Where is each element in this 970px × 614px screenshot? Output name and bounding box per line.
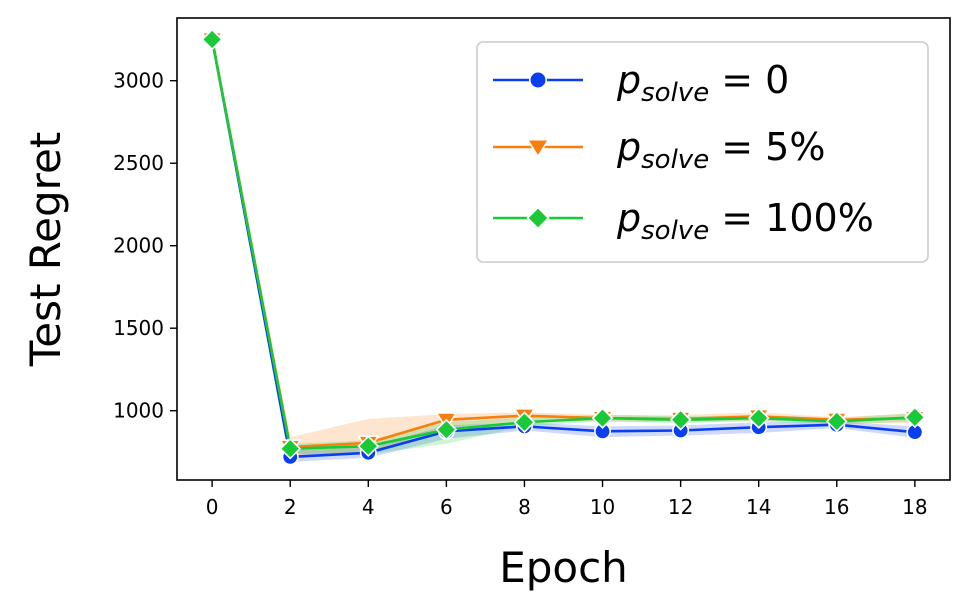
legend-box: [476, 41, 929, 263]
diamond-marker: [526, 206, 550, 230]
series-lines: [210, 39, 915, 459]
y-axis-ticks: 1000 1500 2000 2500 3000: [113, 69, 177, 423]
triangle-marker: [526, 138, 550, 158]
plot-area-frame: [176, 17, 951, 481]
circle-marker: [528, 70, 548, 90]
x-axis-label: Epoch: [499, 543, 628, 592]
y-tick-label: 3000: [113, 69, 164, 93]
x-tick-label: 4: [362, 495, 375, 519]
diamond-marker: [357, 435, 380, 458]
x-tick-label: 6: [440, 495, 453, 519]
legend-label-1: psolve = 5%: [616, 125, 825, 175]
x-tick-label: 8: [518, 495, 531, 519]
diamond-marker: [513, 411, 536, 434]
series-1-line: [210, 39, 915, 449]
series-markers: [200, 28, 927, 466]
x-tick-label: 10: [590, 495, 615, 519]
series-0-line: [210, 39, 915, 459]
x-tick-label: 0: [206, 495, 219, 519]
y-tick-label: 2500: [113, 151, 164, 175]
y-tick-label: 1000: [113, 399, 164, 423]
diamond-marker: [591, 407, 614, 430]
series-2-line: [210, 39, 915, 450]
y-tick-label: 1500: [113, 316, 164, 340]
diamond-marker: [903, 406, 926, 429]
legend-label-0: psolve = 0: [616, 58, 789, 108]
diamond-marker: [825, 410, 848, 433]
x-tick-label: 18: [902, 495, 927, 519]
diamond-marker: [201, 28, 224, 51]
x-tick-label: 12: [668, 495, 693, 519]
diamond-marker: [747, 407, 770, 430]
x-tick-label: 16: [824, 495, 849, 519]
legend: psolve = 0 psolve = 5% psolve = 100%: [476, 41, 929, 263]
x-tick-label: 2: [284, 495, 297, 519]
x-axis-ticks: 0 2 4 6 8 10 12 14 16 18: [206, 480, 928, 519]
diamond-marker: [435, 418, 458, 441]
diamond-marker: [669, 408, 692, 431]
y-tick-label: 2000: [113, 234, 164, 258]
x-tick-label: 14: [746, 495, 771, 519]
y-axis-label: Test Regret: [21, 132, 70, 368]
legend-label-2: psolve = 100%: [616, 196, 874, 246]
diamond-marker: [279, 437, 302, 460]
